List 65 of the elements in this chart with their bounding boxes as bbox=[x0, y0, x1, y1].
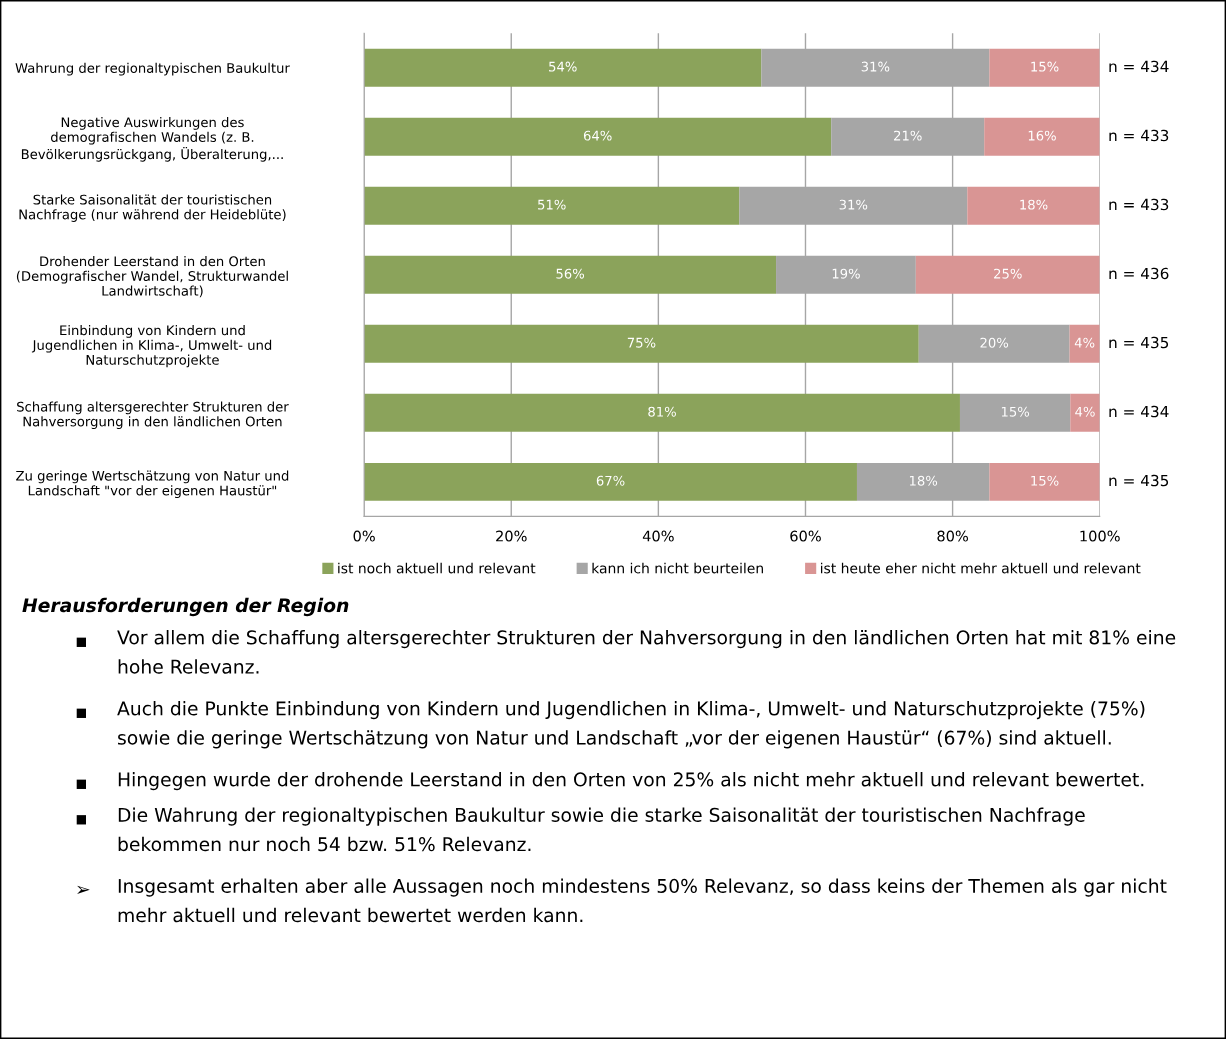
data-label: 56% bbox=[556, 268, 585, 279]
x-tick-label: 80% bbox=[937, 530, 968, 542]
bar bbox=[989, 48, 1100, 87]
text: ▪ Hingegen wurde der drohende Leerstand in den Orten von 25% als nicht mehr aktuell und relevant bewertet. bbox=[76, 772, 1144, 791]
bar bbox=[364, 393, 960, 432]
data-label: 15% bbox=[1031, 475, 1059, 486]
text: n = 435 bbox=[1109, 336, 1169, 349]
text: n = 433 bbox=[1109, 129, 1169, 142]
data-label: 25% bbox=[994, 268, 1022, 279]
bar bbox=[364, 462, 857, 501]
y-tick-label: Drohender Leerstand in den Orten (Demografischer Wandel, Strukturwandel Landwirtschaft) bbox=[16, 256, 288, 298]
data-label: 21% bbox=[894, 130, 922, 141]
x-tick-label: 0% bbox=[353, 530, 375, 542]
data-label: 75% bbox=[627, 337, 656, 348]
data-label: 4% bbox=[1074, 337, 1095, 348]
data-label: 18% bbox=[909, 475, 938, 486]
data-label: 81% bbox=[648, 406, 676, 417]
x-tick-label: 20% bbox=[496, 530, 527, 542]
bar bbox=[364, 117, 832, 156]
text: ▪ Auch die Punkte Einbindung von Kindern und Jugendlichen in Klima-, Umwelt- und Naturschutzprojekte (75%) sowie die geringe Wertschätzung von Natur und Landschaft „vor der eigenen Haustür“ (67%) sind aktuell. bbox=[76, 701, 1145, 749]
legend-label: ist noch aktuell und relevant bbox=[338, 562, 536, 574]
text: n = 436 bbox=[1109, 267, 1169, 280]
bar bbox=[967, 186, 1100, 225]
data-label: 64% bbox=[583, 130, 612, 141]
y-tick-label: Zu geringe Wertschätzung von Natur und Landschaft "vor der eigenen Haustür" bbox=[16, 470, 289, 499]
text: n = 435 bbox=[1109, 474, 1169, 487]
data-label: 31% bbox=[861, 61, 890, 72]
bar bbox=[984, 117, 1100, 156]
bar bbox=[915, 255, 1100, 294]
data-label: 18% bbox=[1020, 199, 1048, 210]
bar bbox=[1069, 324, 1100, 363]
text: n = 434 bbox=[1109, 405, 1169, 418]
bar bbox=[364, 324, 919, 363]
data-label: 20% bbox=[980, 337, 1009, 348]
bar bbox=[364, 48, 762, 87]
data-label: 67% bbox=[596, 475, 625, 486]
legend-label: kann ich nicht beurteilen bbox=[592, 562, 763, 574]
data-label: 31% bbox=[839, 199, 868, 210]
y-tick-label: Negative Auswirkungen des demografischen Wandels (z. B. Bevölkerungsrückgang, Überalterung,... bbox=[21, 116, 283, 162]
text: Herausforderungen der Region bbox=[22, 597, 349, 617]
data-label: 15% bbox=[1031, 61, 1059, 72]
text: ▪ Die Wahrung der regionaltypischen Baukultur sowie die starke Saisonalität der touristischen Nachfrage bekommen nur noch 54 bzw. 51% Relevanz. bbox=[76, 807, 1085, 852]
bar bbox=[959, 393, 1071, 432]
y-tick-label: Starke Saisonalität der touristischen Nachfrage (nur während der Heideblüte) bbox=[19, 194, 286, 222]
text: ➢ Insgesamt erhalten aber alle Aussagen noch mindestens 50% Relevanz, so dass keins der Themen als gar nicht mehr aktuell und relevant bewertet werden kann. bbox=[77, 878, 1167, 923]
data-label: 51% bbox=[538, 199, 566, 210]
bar bbox=[364, 186, 740, 225]
data-label: 16% bbox=[1028, 130, 1056, 141]
data-label: 54% bbox=[549, 61, 577, 72]
bar bbox=[989, 462, 1100, 501]
data-label: 19% bbox=[832, 268, 860, 279]
data-label: 4% bbox=[1075, 406, 1095, 417]
x-tick-label: 100% bbox=[1080, 530, 1120, 542]
data-label: 15% bbox=[1001, 406, 1030, 417]
text: n = 433 bbox=[1109, 198, 1169, 211]
x-tick-label: 40% bbox=[642, 530, 674, 542]
bar bbox=[1070, 393, 1100, 432]
y-tick-label: Einbindung von Kindern und Jugendlichen in Klima-, Umwelt- und Naturschutzprojekte bbox=[31, 325, 272, 368]
x-tick-label: 60% bbox=[790, 530, 821, 542]
bar bbox=[364, 255, 777, 294]
y-tick-label: Schaffung altersgerechter Strukturen der Nahversorgung in den ländlichen Orten bbox=[17, 401, 289, 429]
text: ▪ Vor allem die Schaffung altersgerechter Strukturen der Nahversorgung in den ländlichen Orten hat mit 81% eine hohe Relevanz. bbox=[76, 630, 1176, 674]
text: n = 434 bbox=[1109, 60, 1169, 73]
y-tick-label: Wahrung der regionaltypischen Baukultur bbox=[15, 62, 290, 76]
legend-label: ist heute eher nicht mehr aktuell und relevant bbox=[821, 562, 1141, 574]
